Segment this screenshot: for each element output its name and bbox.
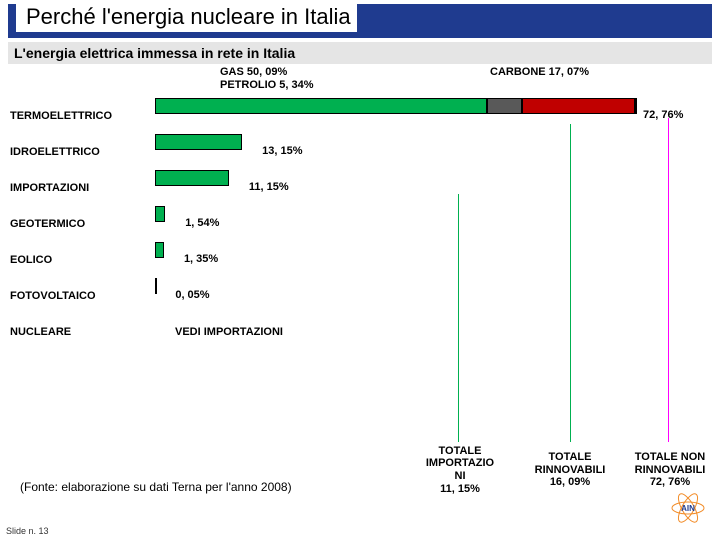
total-line: 11, 15% — [415, 483, 505, 496]
lead-line-nonrinnov — [668, 118, 669, 442]
bar-segment — [522, 98, 635, 114]
top-labels: GAS 50, 09% PETROLIO 5, 34% CARBONE 17, … — [0, 66, 720, 96]
chart-row-termo: TERMOELETTRICO 72, 76% — [10, 98, 710, 134]
lead-line-rinnov — [570, 124, 571, 442]
row-value: 72, 76% — [643, 109, 683, 121]
row-value: 1, 54% — [185, 217, 219, 229]
label-petrolio: PETROLIO 5, 34% — [220, 79, 314, 91]
row-label: TERMOELETTRICO — [10, 110, 155, 122]
lead-line-import — [458, 194, 459, 442]
total-line: TOTALE — [525, 451, 615, 464]
bar-segment — [487, 98, 522, 114]
total-line: TOTALE NON — [625, 451, 715, 464]
slide-title: Perché l'energia nucleare in Italia — [16, 2, 357, 32]
chart-row-eolico: EOLICO 1, 35% — [10, 242, 710, 278]
total-box-rinnov: TOTALERINNOVABILI16, 09% — [525, 440, 615, 500]
chart-row-import: IMPORTAZIONI 11, 15% — [10, 170, 710, 206]
row-label: GEOTERMICO — [10, 218, 155, 230]
subtitle-bar: L'energia elettrica immessa in rete in I… — [8, 42, 712, 64]
row-value: VEDI IMPORTAZIONI — [175, 326, 283, 338]
bar-segment — [155, 242, 164, 258]
bar-segment — [155, 170, 229, 186]
bar-segment — [155, 134, 242, 150]
label-carbone: CARBONE 17, 07% — [490, 66, 589, 78]
chart-row-fotov: FOTOVOLTAICO 0, 05% — [10, 278, 710, 314]
ain-logo: AIN — [670, 490, 706, 526]
row-label: IMPORTAZIONI — [10, 182, 155, 194]
label-gas: GAS 50, 09% — [220, 66, 287, 78]
bar-segment — [155, 206, 165, 222]
atom-icon: AIN — [670, 490, 706, 526]
slide-number: Slide n. 13 — [6, 526, 49, 536]
total-line: RINNOVABILI — [525, 464, 615, 477]
total-line: IMPORTAZIO — [415, 457, 505, 470]
bar-segment — [155, 98, 487, 114]
bar-segment — [155, 278, 157, 294]
chart-row-geo: GEOTERMICO 1, 54% — [10, 206, 710, 242]
total-line: RINNOVABILI — [625, 464, 715, 477]
row-label: EOLICO — [10, 254, 155, 266]
total-line: TOTALE — [415, 445, 505, 458]
total-box-import: TOTALEIMPORTAZIONI11, 15% — [415, 440, 505, 500]
chart-row-nucl: NUCLEARE VEDI IMPORTAZIONI — [10, 314, 710, 350]
total-line: 16, 09% — [525, 476, 615, 489]
row-value: 0, 05% — [175, 289, 209, 301]
row-value: 11, 15% — [249, 181, 289, 193]
chart-row-idro: IDROELETTRICO 13, 15% — [10, 134, 710, 170]
bar-chart: TERMOELETTRICO 72, 76% IDROELETTRICO 13, 15… — [10, 98, 710, 350]
total-line: NI — [415, 470, 505, 483]
row-label: NUCLEARE — [10, 326, 155, 338]
bar-segment — [635, 98, 637, 114]
slide-subtitle: L'energia elettrica immessa in rete in I… — [14, 45, 295, 61]
row-label: IDROELETTRICO — [10, 146, 155, 158]
title-bar: Perché l'energia nucleare in Italia — [8, 4, 712, 38]
row-value: 1, 35% — [184, 253, 218, 265]
row-value: 13, 15% — [262, 145, 302, 157]
row-label: FOTOVOLTAICO — [10, 290, 155, 302]
source-text: (Fonte: elaborazione su dati Terna per l… — [20, 480, 292, 494]
total-line: 72, 76% — [625, 476, 715, 489]
logo-text: AIN — [681, 504, 695, 513]
slide: Perché l'energia nucleare in Italia L'en… — [0, 0, 720, 540]
